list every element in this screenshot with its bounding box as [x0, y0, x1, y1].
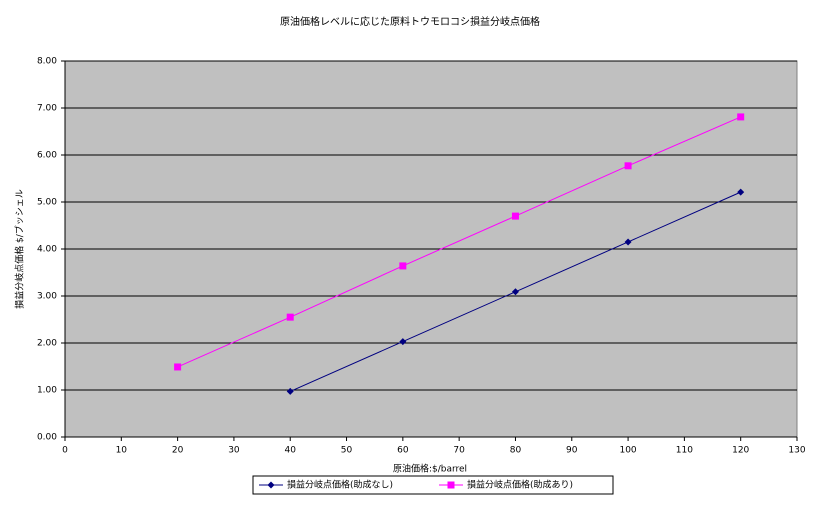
y-tick-label: 8.00 [37, 57, 57, 67]
y-tick-label: 0.00 [37, 433, 57, 443]
data-point [286, 387, 294, 395]
x-axis-label: 原油価格:$/barrel [393, 463, 467, 475]
data-point [624, 238, 632, 246]
y-tick-label: 5.00 [37, 198, 57, 208]
data-point [624, 162, 632, 170]
data-point [511, 288, 519, 296]
x-tick-label: 120 [732, 446, 749, 456]
y-tick-label: 6.00 [37, 151, 57, 161]
legend-label: 損益分岐点価格(助成あり) [467, 479, 573, 491]
x-tick-label: 70 [453, 446, 465, 456]
x-tick-label: 30 [228, 446, 240, 456]
y-tick-label: 2.00 [37, 339, 57, 349]
legend-marker [267, 481, 275, 489]
x-tick-label: 110 [676, 446, 693, 456]
x-tick-label: 0 [62, 446, 68, 456]
legend-box [252, 475, 614, 495]
series-line [177, 116, 741, 368]
y-tick-label: 1.00 [37, 386, 57, 396]
data-point [737, 188, 745, 196]
x-tick-label: 130 [788, 446, 805, 456]
data-point [399, 338, 407, 346]
legend-label: 損益分岐点価格(助成なし) [287, 479, 393, 491]
data-point [737, 113, 745, 121]
y-axis-label: 損益分岐点価格 $/ブッシェル [14, 189, 26, 309]
x-tick-label: 90 [566, 446, 578, 456]
x-tick-label: 100 [619, 446, 636, 456]
data-point [511, 212, 519, 220]
y-tick-label: 3.00 [37, 292, 57, 302]
data-point [286, 313, 294, 321]
x-tick-label: 10 [116, 446, 128, 456]
data-point [174, 363, 182, 371]
x-tick-label: 40 [285, 446, 297, 456]
x-tick-label: 20 [172, 446, 184, 456]
x-tick-label: 80 [510, 446, 522, 456]
x-tick-label: 50 [341, 446, 353, 456]
legend-marker [447, 481, 455, 489]
x-tick-label: 60 [397, 446, 409, 456]
y-tick-label: 7.00 [37, 104, 57, 114]
chart-title: 原油価格レベルに応じた原料トウモロコシ損益分岐点価格 [280, 15, 540, 28]
data-point [399, 262, 407, 270]
y-tick-label: 4.00 [37, 245, 57, 255]
